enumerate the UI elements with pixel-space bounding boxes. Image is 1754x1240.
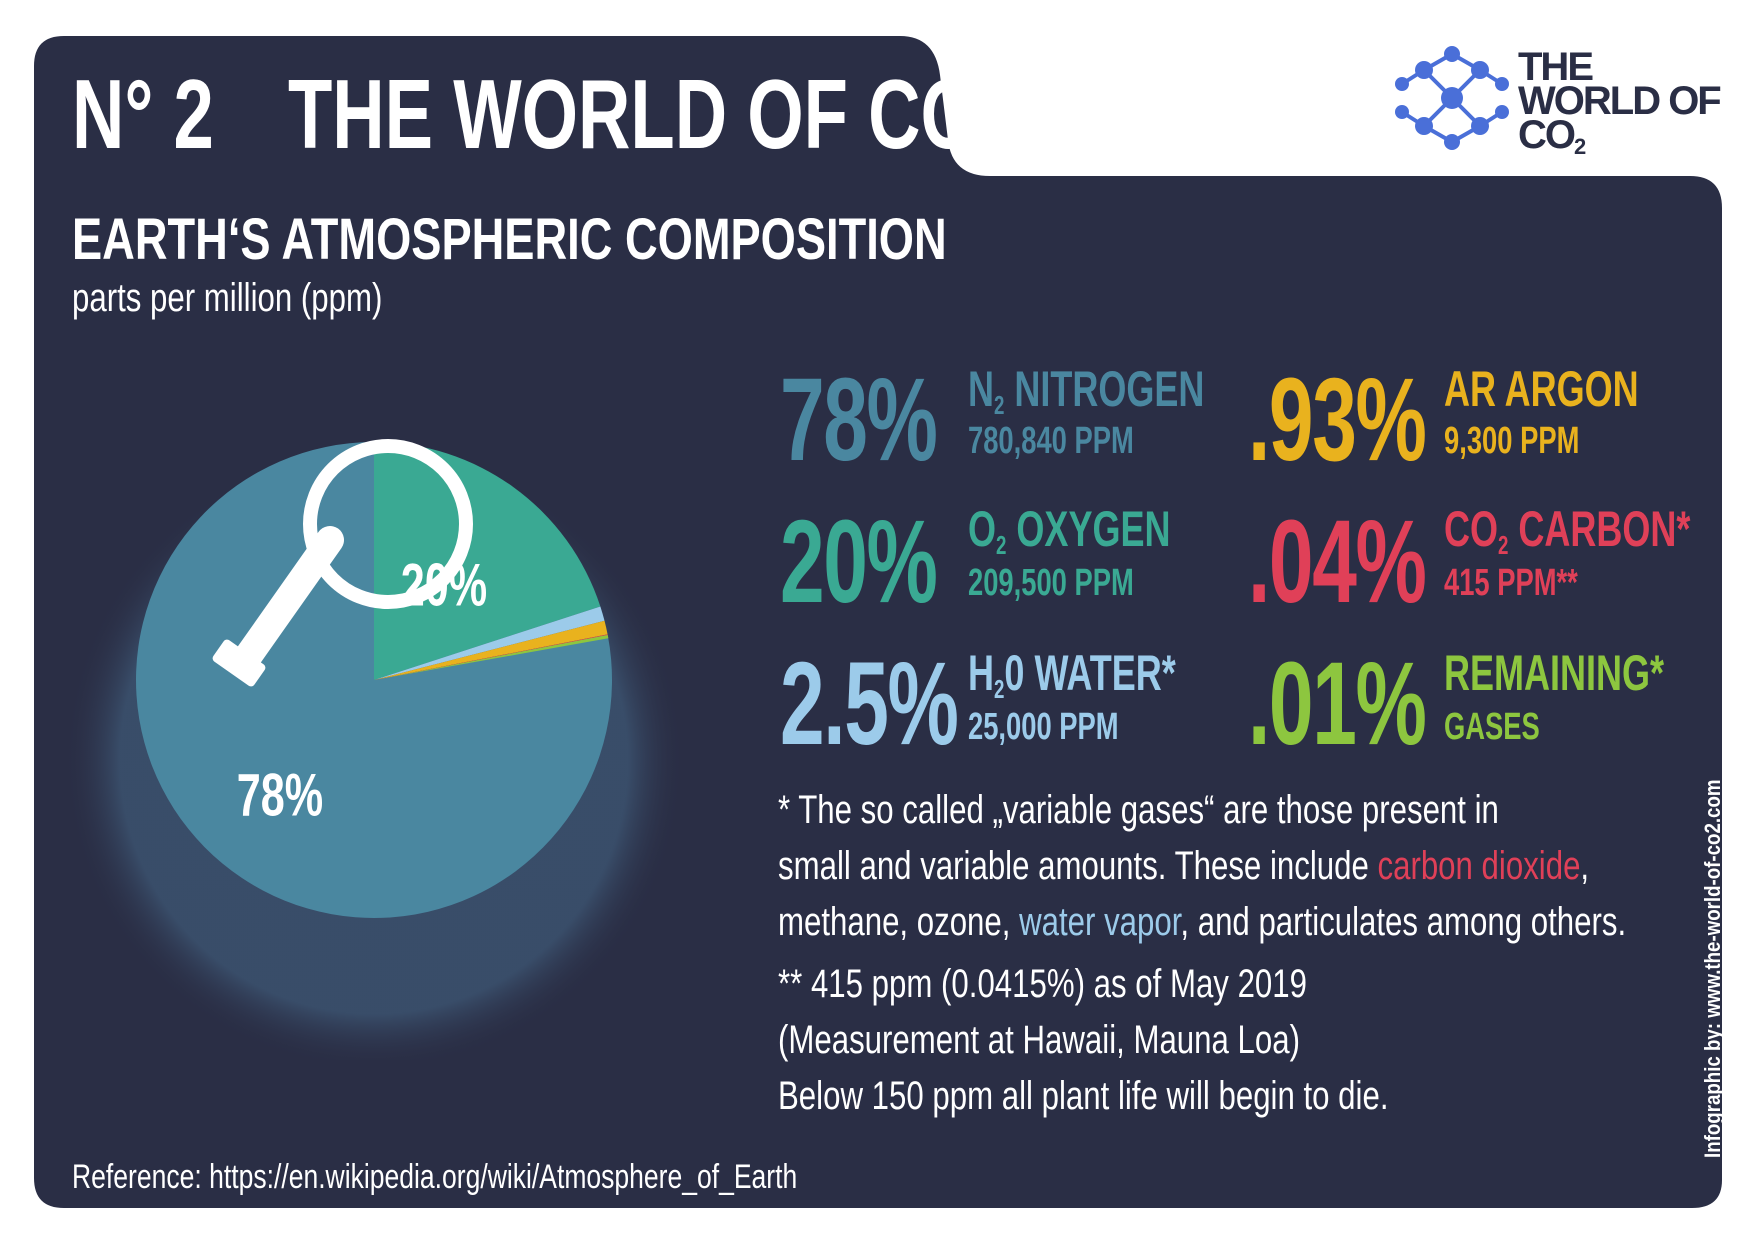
- argon-name: AR ARGON: [1444, 361, 1639, 417]
- oxygen-name: O2 OXYGEN: [968, 501, 1171, 560]
- pie-slice-carbon-dioxide: [374, 634, 609, 680]
- reference-link[interactable]: Reference: https://en.wikipedia.org/wiki…: [72, 1158, 798, 1196]
- note-line-6: Below 150 ppm all plant life will begin …: [778, 1074, 1389, 1118]
- remaining-name: REMAINING*: [1444, 645, 1665, 701]
- pie-slice-water-vapor: [374, 606, 605, 680]
- note-line-4: ** 415 ppm (0.0415%) as of May 2019: [778, 962, 1307, 1006]
- pie-slice-oxygen: [374, 442, 601, 680]
- carbon-percent: .04%: [1248, 496, 1427, 628]
- nitrogen-percent: 78%: [780, 354, 938, 486]
- chart-unit: parts per million (ppm): [72, 276, 383, 320]
- nitrogen-ppm: 780,840 PPM: [968, 420, 1134, 462]
- oxygen-ppm: 209,500 PPM: [968, 562, 1134, 604]
- carbon-ppm: 415 PPM**: [1444, 562, 1578, 604]
- credit-text: Infographic by: www.the-world-of-co2.com: [1700, 779, 1725, 1158]
- oxygen-percent: 20%: [780, 496, 938, 628]
- water-ppm: 25,000 PPM: [968, 706, 1119, 748]
- chart-title: EARTH‘S ATMOSPHERIC COMPOSITION: [72, 207, 947, 272]
- pie-chart: 78%20%: [64, 439, 684, 1060]
- argon-percent: .93%: [1248, 354, 1427, 486]
- argon-ppm: 9,300 PPM: [1444, 420, 1580, 462]
- note-line-1: * The so called „variable gases“ are tho…: [778, 788, 1499, 832]
- nitrogen-name: N2 NITROGEN: [968, 361, 1205, 420]
- note-line-3: methane, ozone, water vapor, and particu…: [778, 900, 1627, 944]
- logo-wordmark: THE WORLD OF CO2: [1518, 45, 1722, 159]
- remaining-percent: .01%: [1248, 638, 1427, 770]
- note-line-5: (Measurement at Hawaii, Mauna Loa): [778, 1018, 1300, 1062]
- carbon-name: CO2 CARBON*: [1444, 501, 1691, 560]
- water-name: H20 WATER*: [968, 645, 1176, 704]
- molecule-network-icon: [1395, 46, 1509, 150]
- pie-slice-remaining-gases: [374, 634, 609, 680]
- note-line-2: small and variable amounts. These includ…: [778, 844, 1590, 888]
- infographic-number: N° 2: [72, 59, 214, 169]
- pie-label-nitrogen: 78%: [237, 763, 323, 830]
- page-title: THE WORLD OF CO2: [288, 59, 998, 171]
- pie-slice-nitrogen: [136, 442, 612, 919]
- remaining-ppm: GASES: [1444, 706, 1540, 748]
- magnifier-icon: [212, 439, 473, 687]
- water-percent: 2.5%: [780, 638, 959, 770]
- pie-slice-argon: [374, 620, 608, 680]
